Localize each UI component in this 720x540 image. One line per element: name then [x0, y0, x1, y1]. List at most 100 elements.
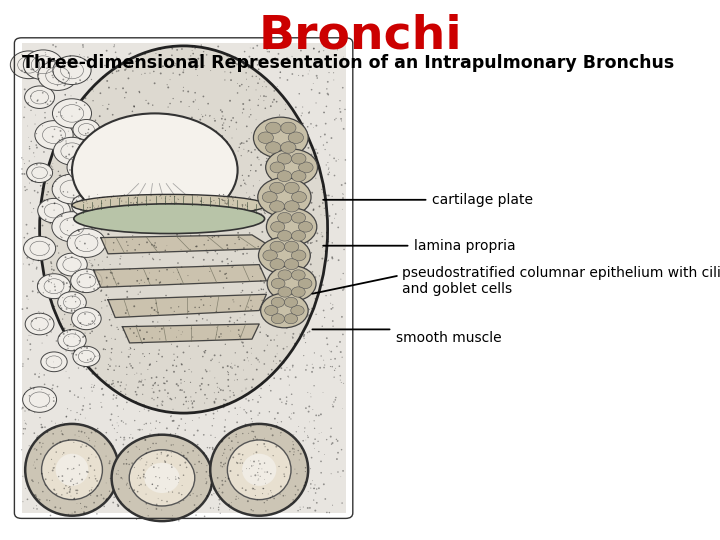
Point: [32, 431, 44, 440]
Point: [19, 484, 31, 492]
Point: [33, 478, 45, 487]
Point: [106, 410, 117, 418]
Point: [271, 442, 282, 451]
Point: [257, 302, 269, 311]
Point: [288, 430, 300, 438]
Point: [106, 345, 117, 353]
Point: [323, 347, 335, 355]
Point: [244, 96, 256, 105]
Point: [258, 313, 270, 322]
Point: [78, 300, 89, 309]
Point: [48, 68, 59, 76]
Point: [88, 87, 99, 96]
Point: [310, 310, 322, 319]
Point: [165, 412, 176, 421]
Point: [202, 492, 213, 501]
Point: [84, 258, 95, 267]
Point: [290, 128, 302, 137]
Point: [86, 387, 98, 395]
Point: [108, 366, 120, 374]
Point: [115, 378, 127, 387]
Point: [290, 373, 302, 382]
Point: [202, 334, 214, 343]
Point: [85, 462, 96, 470]
Point: [231, 60, 243, 69]
Point: [66, 253, 78, 261]
Point: [318, 306, 329, 315]
Point: [162, 207, 174, 215]
Point: [40, 233, 52, 241]
Point: [320, 495, 331, 503]
Point: [140, 490, 152, 498]
Point: [250, 434, 261, 442]
Point: [284, 244, 296, 253]
Point: [291, 222, 302, 231]
Point: [221, 454, 233, 462]
Point: [280, 264, 292, 272]
Point: [230, 404, 241, 413]
Point: [289, 244, 300, 252]
Point: [261, 468, 273, 476]
Point: [148, 58, 160, 67]
Point: [271, 349, 283, 358]
Point: [99, 296, 111, 305]
Point: [18, 424, 30, 433]
Point: [252, 153, 264, 162]
Point: [241, 202, 253, 211]
Point: [284, 235, 295, 244]
Point: [267, 98, 279, 106]
Point: [152, 482, 163, 490]
Point: [50, 419, 61, 428]
Point: [73, 227, 85, 235]
Point: [31, 160, 42, 169]
Point: [240, 464, 252, 473]
Point: [240, 384, 252, 393]
Point: [266, 489, 277, 497]
Point: [32, 279, 44, 288]
Point: [138, 227, 149, 235]
Point: [251, 354, 262, 362]
Point: [241, 137, 253, 146]
Point: [317, 254, 328, 263]
Point: [222, 244, 233, 253]
Point: [315, 132, 326, 141]
Point: [312, 59, 324, 68]
Point: [140, 419, 152, 428]
Point: [314, 202, 325, 211]
Point: [104, 260, 116, 269]
Point: [112, 194, 124, 202]
Point: [278, 211, 289, 220]
Point: [233, 60, 244, 69]
Point: [283, 121, 294, 130]
Point: [39, 252, 50, 260]
Point: [209, 351, 220, 360]
Point: [79, 239, 91, 248]
Point: [310, 280, 321, 288]
Point: [310, 145, 322, 154]
Point: [230, 433, 242, 441]
Polygon shape: [94, 265, 266, 287]
Point: [247, 311, 258, 320]
Point: [296, 125, 307, 134]
Point: [297, 245, 309, 254]
Point: [302, 304, 314, 313]
Point: [29, 152, 40, 161]
Point: [25, 106, 37, 114]
Point: [176, 386, 188, 395]
Point: [48, 266, 60, 274]
Point: [295, 449, 307, 458]
Point: [69, 306, 81, 315]
Point: [152, 206, 163, 214]
Point: [143, 61, 154, 70]
Point: [176, 263, 187, 272]
Point: [261, 45, 273, 54]
Point: [85, 220, 96, 229]
Point: [219, 423, 230, 431]
Point: [208, 114, 220, 123]
Point: [297, 213, 309, 222]
Point: [283, 313, 294, 321]
Point: [271, 220, 283, 228]
Point: [269, 256, 280, 265]
Point: [289, 275, 300, 284]
Point: [206, 491, 217, 500]
